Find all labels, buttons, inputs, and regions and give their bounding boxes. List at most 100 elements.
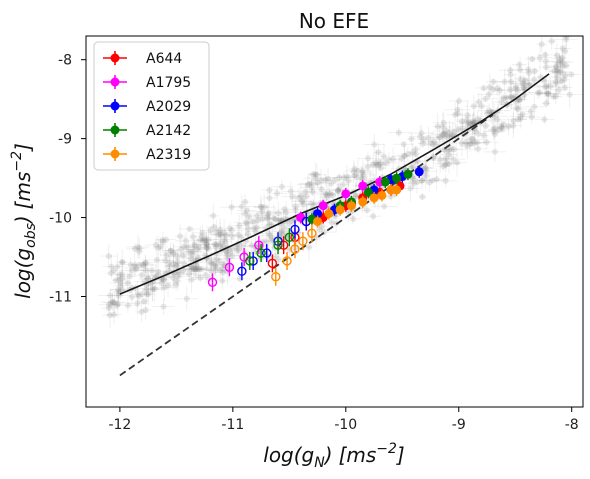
cloud-point — [300, 201, 307, 208]
cloud-point — [528, 114, 535, 121]
cloud-point — [464, 112, 471, 119]
y-axis-title-unit: [ms — [11, 172, 35, 210]
cloud-point — [559, 59, 566, 66]
cloud-point — [203, 237, 210, 244]
cloud-point — [188, 266, 195, 273]
cloud-point — [180, 252, 187, 259]
legend-marker-a2319 — [110, 149, 120, 159]
cloud-point — [308, 184, 315, 191]
cloud-point — [495, 127, 502, 134]
cloud-point — [119, 271, 126, 278]
filled-point-a1795 — [341, 189, 351, 199]
cloud-point — [442, 155, 449, 162]
cloud-point — [170, 249, 177, 256]
cloud-point — [498, 123, 505, 130]
cloud-point — [543, 100, 550, 107]
cloud-point — [205, 245, 212, 252]
cloud-point — [140, 262, 147, 269]
cloud-point — [216, 258, 223, 265]
cloud-point — [155, 268, 162, 275]
cloud-point — [135, 293, 142, 300]
cloud-point — [375, 149, 382, 156]
cloud-point — [106, 312, 113, 319]
cloud-point — [108, 301, 115, 308]
cloud-point — [437, 157, 444, 164]
cloud-point — [373, 159, 380, 166]
cloud-point — [264, 212, 271, 219]
cloud-point — [418, 130, 425, 137]
cloud-point — [429, 177, 436, 184]
cloud-point — [188, 249, 195, 256]
cloud-point — [360, 171, 367, 178]
cloud-point — [158, 279, 165, 286]
cloud-point — [265, 230, 272, 237]
cloud-point — [191, 243, 198, 250]
cloud-point — [212, 267, 219, 274]
cloud-point — [181, 243, 188, 250]
cloud-point — [446, 151, 453, 158]
cloud-point — [519, 80, 526, 87]
cloud-point — [134, 300, 141, 307]
open-point-a2142 — [256, 248, 266, 258]
cloud-point — [259, 216, 266, 223]
cloud-point — [163, 252, 170, 259]
x-tick-label: -9 — [452, 417, 466, 433]
cloud-point — [534, 89, 541, 96]
cloud-point — [224, 252, 231, 259]
cloud-point — [266, 187, 273, 194]
cloud-point — [221, 238, 228, 245]
cloud-point — [277, 229, 284, 236]
cloud-point — [503, 94, 510, 101]
cloud-point — [489, 86, 496, 93]
cloud-point — [316, 226, 323, 233]
cloud-point — [376, 161, 383, 168]
cloud-point — [507, 86, 514, 93]
cloud-point — [287, 188, 294, 195]
cloud-point — [527, 108, 534, 115]
filled-point-a2029 — [414, 167, 424, 177]
cloud-point — [119, 286, 126, 293]
legend-marker-a1795 — [110, 77, 120, 87]
cloud-point — [109, 298, 116, 305]
legend-label-a644: A644 — [146, 51, 182, 67]
cloud-point — [188, 255, 195, 262]
open-point-a2029 — [237, 266, 247, 276]
cloud-point — [212, 264, 219, 271]
cloud-point — [235, 231, 242, 238]
cloud-point — [419, 140, 426, 147]
cloud-point — [166, 259, 173, 266]
filled-point-a2029 — [313, 209, 323, 219]
cloud-point — [446, 160, 453, 167]
y-tick-label: -8 — [58, 53, 72, 69]
cloud-point — [194, 246, 201, 253]
cloud-point — [105, 305, 112, 312]
cloud-point — [114, 301, 121, 308]
cloud-point — [468, 140, 475, 147]
x-tick-label: -11 — [221, 417, 244, 433]
cloud-point — [312, 175, 319, 182]
cloud-point — [108, 263, 115, 270]
cloud-point — [343, 173, 350, 180]
open-point-a2142 — [284, 232, 295, 242]
cloud-point — [203, 241, 210, 248]
cloud-point — [322, 190, 329, 197]
cloud-point — [220, 243, 227, 250]
cloud-point — [420, 136, 427, 143]
legend-label-a2029: A2029 — [146, 99, 191, 115]
cloud-point — [136, 245, 143, 252]
cloud-point — [174, 273, 181, 280]
cloud-point — [136, 262, 143, 269]
filled-point-a2319 — [313, 217, 323, 226]
cloud-point — [155, 245, 162, 252]
cloud-point — [350, 215, 357, 222]
cloud-point — [408, 135, 415, 142]
cloud-point — [482, 95, 489, 102]
cloud-point — [400, 141, 407, 148]
cloud-point — [119, 258, 126, 265]
x-tick-label: -8 — [565, 417, 579, 433]
cloud-point — [278, 228, 285, 235]
cloud-point — [568, 71, 575, 78]
cloud-point — [525, 66, 532, 73]
x-axis-title-sub: N — [314, 455, 325, 471]
